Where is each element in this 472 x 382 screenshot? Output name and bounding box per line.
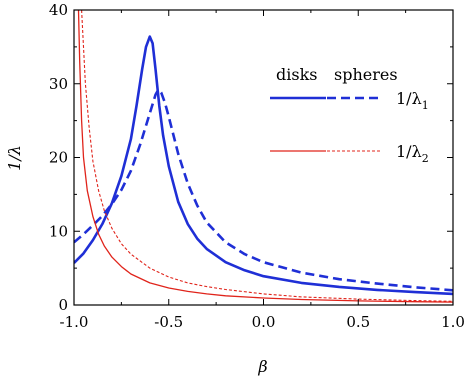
series-spheres-2 bbox=[81, 10, 453, 302]
x-axis-title: β bbox=[257, 357, 267, 376]
x-tick-label: -1.0 bbox=[60, 313, 89, 331]
legend-header-spheres: spheres bbox=[334, 65, 398, 84]
series-disks-1 bbox=[74, 35, 453, 296]
x-tick-label: 1.0 bbox=[441, 313, 465, 331]
y-axis-title: 1/λ bbox=[5, 145, 24, 171]
series-spheres-1 bbox=[74, 88, 453, 292]
y-tick-label: 40 bbox=[49, 1, 68, 19]
legend-label-1: 1/λ1 bbox=[396, 89, 429, 112]
legend-label-1-main: 1/λ bbox=[396, 89, 422, 108]
legend-label-2: 1/λ2 bbox=[396, 142, 429, 165]
y-tick-label: 0 bbox=[58, 296, 68, 314]
series-layer bbox=[74, 10, 453, 303]
y-tick-label: 10 bbox=[49, 222, 68, 240]
legend-label-2-main: 1/λ bbox=[396, 142, 422, 161]
y-tick-label: 30 bbox=[49, 75, 68, 93]
series-disks-2 bbox=[77, 10, 453, 303]
y-tick-label: 20 bbox=[49, 149, 68, 167]
legend-header-disks: disks bbox=[276, 65, 317, 84]
ticks-layer: -1.0 -0.5 0.0 0.5 1.0 0 10 20 30 40 bbox=[49, 1, 465, 331]
legend-label-2-sub: 2 bbox=[422, 152, 429, 165]
x-tick-label: 0.5 bbox=[346, 313, 370, 331]
legend-label-1-sub: 1 bbox=[422, 99, 429, 112]
x-tick-label: 0.0 bbox=[252, 313, 276, 331]
x-tick-label: -0.5 bbox=[154, 313, 183, 331]
legend: disks spheres 1/λ1 1/λ2 bbox=[270, 65, 429, 165]
